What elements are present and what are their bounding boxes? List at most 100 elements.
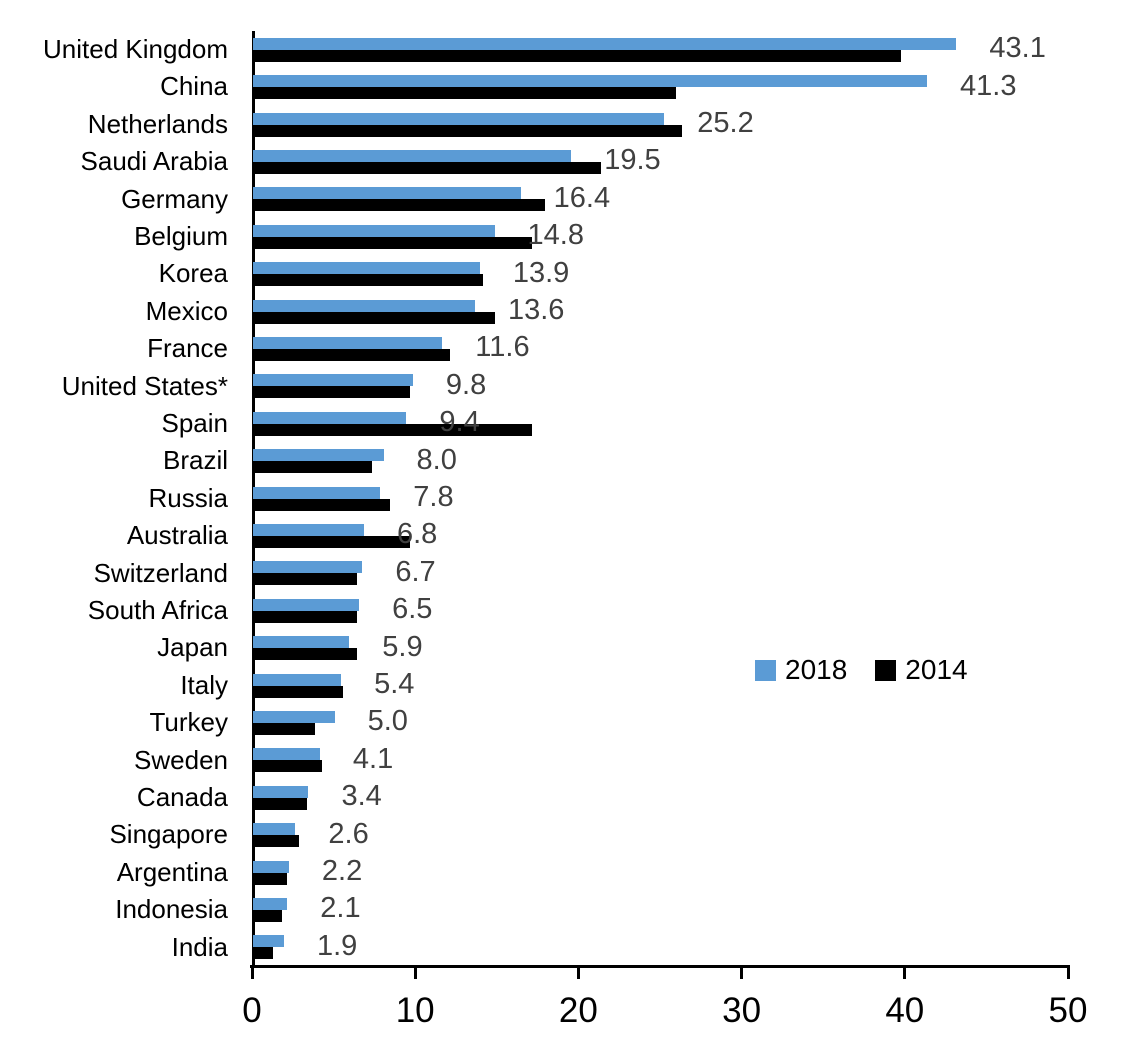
x-tick-label: 30 <box>722 991 762 1030</box>
category-label: Singapore <box>109 819 228 850</box>
category-label: Indonesia <box>115 894 228 925</box>
data-label: 13.9 <box>512 256 570 289</box>
bar-2018 <box>253 561 363 574</box>
bar-2018 <box>253 411 407 424</box>
x-tick-label: 20 <box>558 991 598 1030</box>
bar-2018 <box>253 299 475 312</box>
legend-label-2014: 2014 <box>905 654 968 685</box>
data-label: 16.4 <box>553 181 611 214</box>
bar-2014 <box>253 423 533 436</box>
bar-2014 <box>253 947 273 960</box>
bar-2018 <box>253 224 495 237</box>
category-label: Argentina <box>116 856 228 887</box>
bar-2014 <box>253 161 601 174</box>
bar-2014 <box>253 909 283 922</box>
category-label: France <box>147 333 228 364</box>
x-tick-label: 40 <box>885 991 925 1030</box>
category-label: Switzerland <box>93 557 228 588</box>
bar-2018 <box>253 748 320 761</box>
category-label: Korea <box>158 258 228 289</box>
bar-2018 <box>253 37 957 50</box>
category-label: Sweden <box>134 744 228 775</box>
bar-2014 <box>253 797 307 810</box>
x-tick-label: 10 <box>395 991 435 1030</box>
bar-2014 <box>253 274 484 287</box>
data-label: 7.8 <box>413 481 454 513</box>
x-tick-label: 50 <box>1048 991 1088 1030</box>
bar-2018 <box>253 823 296 836</box>
bar-2014 <box>253 49 901 62</box>
bar-2014 <box>253 311 495 324</box>
data-label: 8.0 <box>416 443 457 476</box>
data-label: 11.6 <box>475 331 530 364</box>
data-label: 4.1 <box>352 742 394 775</box>
category-label: India <box>171 931 228 962</box>
data-label: 6.7 <box>395 555 436 588</box>
x-tick-mark <box>1066 968 1070 979</box>
x-tick-mark <box>576 968 580 979</box>
x-tick-mark <box>740 968 744 979</box>
data-label: 6.8 <box>396 518 438 551</box>
data-label: 2.6 <box>328 817 369 850</box>
category-label: United States* <box>61 370 228 401</box>
data-label: 6.5 <box>392 593 433 626</box>
bar-2018 <box>253 112 665 125</box>
data-label: 19.5 <box>604 144 661 177</box>
bar-2014 <box>253 199 546 212</box>
data-label: 14.8 <box>527 219 584 252</box>
bar-2018 <box>253 187 521 200</box>
bar-2018 <box>253 449 384 462</box>
data-label: 5.4 <box>374 668 415 700</box>
data-label: 5.9 <box>382 630 423 663</box>
category-label: Mexico <box>145 295 228 326</box>
bar-2018 <box>253 636 350 649</box>
data-label: 9.4 <box>439 406 480 439</box>
x-axis-line <box>250 965 1070 968</box>
bar-2014 <box>253 573 358 586</box>
category-label: Russia <box>148 482 228 513</box>
bar-2018 <box>253 710 335 723</box>
data-label: 3.4 <box>341 780 382 813</box>
bar-2018 <box>253 860 289 873</box>
category-label: Canada <box>136 782 228 812</box>
legend: 2018 2014 <box>755 654 968 686</box>
x-tick-label: 0 <box>242 991 262 1030</box>
bar-2018 <box>253 374 413 387</box>
legend-swatch-2014 <box>875 659 897 681</box>
data-label: 9.8 <box>445 368 487 401</box>
bar-2014 <box>253 760 322 773</box>
data-label: 43.1 <box>989 32 1046 65</box>
bar-2018 <box>253 149 572 162</box>
legend-swatch-2018 <box>755 659 776 681</box>
category-label: South Africa <box>87 595 228 625</box>
category-label: Netherlands <box>87 108 228 139</box>
bar-2014 <box>253 685 343 698</box>
bar-2018 <box>253 935 284 948</box>
data-label: 41.3 <box>960 69 1017 102</box>
bar-2014 <box>253 835 299 848</box>
bar-2014 <box>253 872 288 885</box>
bar-2014 <box>253 124 683 137</box>
bar-2018 <box>253 486 381 499</box>
category-label: Turkey <box>149 707 229 738</box>
category-label: Belgium <box>134 221 228 251</box>
bar-2018 <box>253 598 360 611</box>
bar-2018 <box>253 75 928 88</box>
bar-2014 <box>253 87 676 100</box>
data-label: 25.2 <box>697 107 754 139</box>
data-label: 5.0 <box>367 705 408 738</box>
bar-2014 <box>253 236 533 249</box>
bar-2014 <box>253 386 410 399</box>
bar-2014 <box>253 610 358 623</box>
bar-2014 <box>253 348 451 361</box>
bar-2014 <box>253 498 391 511</box>
bar-2018 <box>253 673 342 686</box>
bar-2018 <box>253 897 288 910</box>
category-label: Australia <box>126 520 228 551</box>
bar-2018 <box>253 785 309 798</box>
bar-2014 <box>253 535 410 548</box>
x-tick-mark <box>413 968 417 979</box>
bar-2018 <box>253 523 364 536</box>
bar-2014 <box>253 461 373 474</box>
category-label: Brazil <box>162 445 228 476</box>
